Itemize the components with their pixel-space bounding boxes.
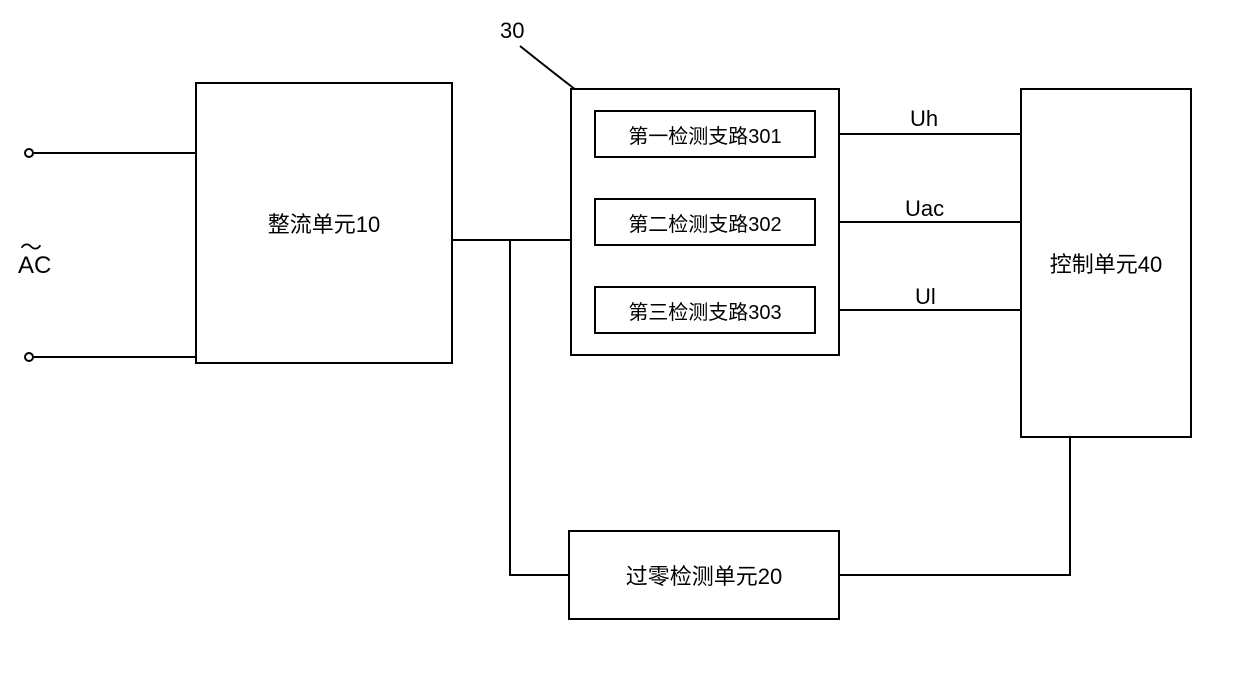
zero-cross-unit-block: 过零检测单元20 (568, 530, 840, 620)
control-unit-label: 控制单元40 (1050, 247, 1162, 279)
ac-terminal-bottom (24, 352, 34, 362)
detection-branch-2-block: 第二检测支路302 (594, 198, 816, 246)
detection-branch-3-label: 第三检测支路303 (628, 296, 781, 325)
control-unit-block: 控制单元40 (1020, 88, 1192, 438)
detection-branch-1-block: 第一检测支路301 (594, 110, 816, 158)
detection-branch-1-label: 第一检测支路301 (628, 120, 781, 149)
wire-zerocross-to-control (840, 438, 1070, 575)
wire-rectifier-to-zerocross (510, 240, 568, 575)
detection-branch-3-block: 第三检测支路303 (594, 286, 816, 334)
detection-branch-2-label: 第二检测支路302 (628, 208, 781, 237)
rectifier-unit-block: 整流单元10 (195, 82, 453, 364)
ac-label: AC (18, 252, 51, 280)
signal-ul-label: Ul (915, 284, 936, 310)
zero-cross-unit-label: 过零检测单元20 (626, 559, 782, 591)
ac-terminal-top (24, 148, 34, 158)
rectifier-unit-label: 整流单元10 (268, 207, 380, 239)
callout-30: 30 (500, 18, 524, 44)
diagram-canvas: ～ AC 30 整流单元10 第一检测支路301 第二检测支路302 第三检测支… (0, 0, 1240, 679)
signal-uac-label: Uac (905, 196, 944, 222)
signal-uh-label: Uh (910, 106, 938, 132)
